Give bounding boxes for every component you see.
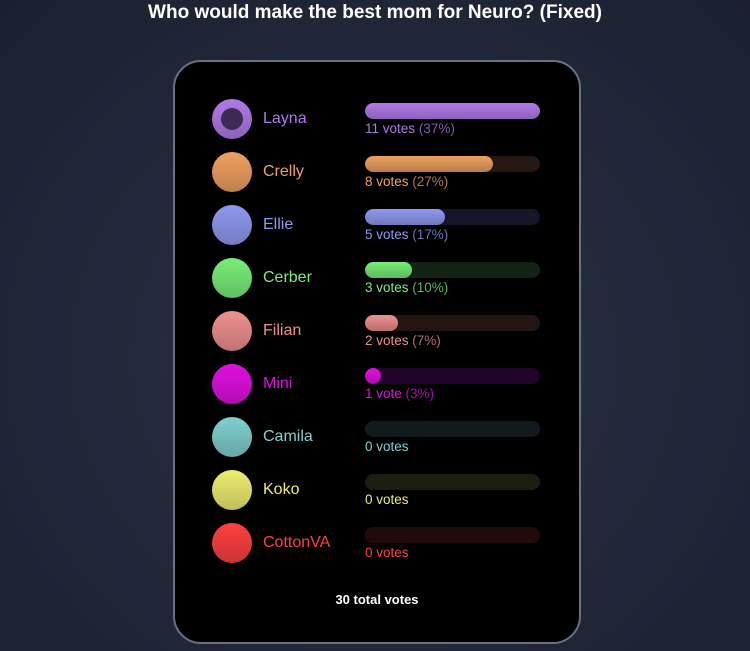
option-name: Camila (263, 428, 313, 445)
poll-option-layna[interactable]: Layna 11 votes (37%) (212, 99, 552, 143)
vote-bar-fill (365, 315, 399, 331)
vote-count: 5 votes (17%) (365, 227, 448, 242)
vote-count: 8 votes (27%) (365, 174, 448, 189)
vote-count: 0 votes (365, 492, 409, 507)
avatar (212, 311, 252, 351)
poll-option-cottonva[interactable]: CottonVA 0 votes (212, 523, 552, 567)
option-name: Cerber (263, 269, 312, 286)
avatar (212, 258, 252, 298)
vote-bar (365, 368, 540, 384)
vote-bar-fill (365, 103, 540, 119)
option-name: CottonVA (263, 534, 331, 551)
avatar (212, 470, 252, 510)
poll-option-mini[interactable]: Mini 1 vote (3%) (212, 364, 552, 408)
vote-count: 0 votes (365, 545, 409, 560)
vote-bar-fill (365, 156, 493, 172)
vote-count-text: 11 votes (365, 121, 416, 136)
option-name: Koko (263, 481, 300, 498)
vote-count-text: 0 votes (365, 439, 409, 454)
option-name: Mini (263, 375, 293, 392)
vote-count: 1 vote (3%) (365, 386, 434, 401)
poll-option-cerber[interactable]: Cerber 3 votes (10%) (212, 258, 552, 302)
avatar (212, 99, 252, 139)
vote-bar (365, 262, 540, 278)
total-votes: 30 total votes (335, 592, 419, 607)
vote-percent: (10%) (412, 280, 449, 295)
poll-card: Layna 11 votes (37%) Crelly 8 votes (27%… (173, 60, 581, 644)
poll-title: Who would make the best mom for Neuro? (… (148, 2, 602, 23)
vote-bar (365, 527, 540, 543)
vote-bar-fill (365, 209, 446, 225)
vote-count: 3 votes (10%) (365, 280, 448, 295)
poll-option-crelly[interactable]: Crelly 8 votes (27%) (212, 152, 552, 196)
avatar (212, 152, 252, 192)
vote-count-text: 3 votes (365, 280, 409, 295)
avatar (212, 364, 252, 404)
vote-count-text: 1 vote (365, 386, 402, 401)
vote-count-text: 8 votes (365, 174, 409, 189)
poll-option-filian[interactable]: Filian 2 votes (7%) (212, 311, 552, 355)
vote-percent: (37%) (418, 121, 455, 136)
vote-bar (365, 421, 540, 437)
vote-bar (365, 103, 540, 119)
vote-count-text: 0 votes (365, 545, 409, 560)
option-name: Crelly (263, 163, 304, 180)
vote-bar (365, 156, 540, 172)
vote-bar-fill (365, 368, 381, 384)
vote-bar-fill (365, 262, 413, 278)
vote-percent: (7%) (412, 333, 441, 348)
vote-count-text: 2 votes (365, 333, 409, 348)
poll-option-koko[interactable]: Koko 0 votes (212, 470, 552, 514)
option-name: Filian (263, 322, 302, 339)
avatar (212, 205, 252, 245)
vote-count-text: 5 votes (365, 227, 409, 242)
vote-bar (365, 474, 540, 490)
poll-option-camila[interactable]: Camila 0 votes (212, 417, 552, 461)
vote-count: 11 votes (37%) (365, 121, 455, 136)
vote-bar (365, 209, 540, 225)
vote-percent: (3%) (405, 386, 435, 401)
avatar (212, 417, 252, 457)
poll-option-ellie[interactable]: Ellie 5 votes (17%) (212, 205, 552, 249)
option-name: Ellie (263, 216, 294, 233)
vote-count: 0 votes (365, 439, 409, 454)
vote-percent: (27%) (412, 174, 449, 189)
vote-count: 2 votes (7%) (365, 333, 441, 348)
selected-indicator-icon (221, 108, 243, 130)
vote-count-text: 0 votes (365, 492, 409, 507)
avatar (212, 523, 252, 563)
option-name: Layna (263, 110, 307, 127)
vote-bar (365, 315, 540, 331)
vote-percent: (17%) (412, 227, 449, 242)
